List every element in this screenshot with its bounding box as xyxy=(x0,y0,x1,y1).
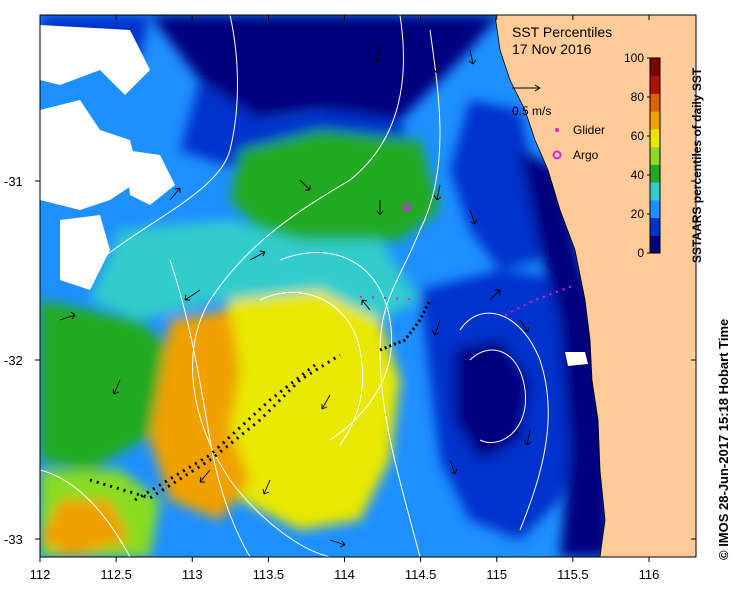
colorbar-segment xyxy=(650,75,660,94)
contours xyxy=(40,15,549,557)
colorbar-segment xyxy=(650,217,660,236)
glider-tracks xyxy=(89,284,576,502)
colorbar-segment xyxy=(650,182,660,201)
colorbar-tick-label: 40 xyxy=(631,168,645,182)
colorbar-segment xyxy=(650,58,660,77)
y-tick-label: -33 xyxy=(4,532,23,547)
land-mass xyxy=(494,15,696,557)
colorbar-segment xyxy=(650,128,660,148)
colorbar-label: SSTAARS percentiles of daily SST xyxy=(690,67,704,263)
colorbar-tick-label: 0 xyxy=(637,246,644,260)
argo-marker xyxy=(402,202,412,212)
colorbar-segment xyxy=(650,146,660,165)
colorbar-segment xyxy=(650,164,660,183)
colorbar-segment xyxy=(650,111,660,130)
colorbar-segment xyxy=(650,199,660,219)
vector-scale-label: 0.5 m/s xyxy=(512,104,551,118)
colorbar-frame xyxy=(649,57,661,254)
colorbar-segment xyxy=(650,235,660,254)
x-tick-label: 112 xyxy=(30,567,51,582)
scale-arrow-icon xyxy=(512,84,541,92)
x-tick-label: 114.5 xyxy=(405,567,437,582)
colorbar-tick-label: 80 xyxy=(631,90,645,104)
map-title: SST Percentiles xyxy=(512,24,612,40)
x-tick-label: 114 xyxy=(334,567,355,582)
y-axis: -31 -32 -33 xyxy=(4,174,696,547)
credit-text: © IMOS 28-Jun-2017 15:18 Hobart Time xyxy=(716,318,731,560)
argo-legend-icon xyxy=(552,150,562,160)
argo-legend-label: Argo xyxy=(573,148,599,162)
colorbar-segment xyxy=(650,93,660,112)
x-tick-label: 113 xyxy=(182,567,203,582)
current-vectors xyxy=(59,44,532,548)
plot-frame xyxy=(39,14,697,558)
colorbar-tick-label: 100 xyxy=(624,51,644,65)
map-date: 17 Nov 2016 xyxy=(512,41,592,57)
vector-scale: 0.5 m/s xyxy=(512,84,551,118)
colorbar-tick-label: 20 xyxy=(631,207,645,221)
x-tick-label: 115 xyxy=(486,567,507,582)
glider-legend-icon xyxy=(555,128,559,132)
sst-field xyxy=(40,15,696,557)
x-tick-label: 116 xyxy=(639,567,660,582)
x-tick-label: 115.5 xyxy=(557,567,589,582)
x-tick-label: 112.5 xyxy=(100,567,132,582)
legend: Glider Argo xyxy=(552,123,605,162)
y-tick-label: -31 xyxy=(4,174,23,189)
colorbar: 0 20 40 60 80 100 xyxy=(624,51,661,260)
y-tick-label: -32 xyxy=(4,353,23,368)
x-axis: 112 112.5 113 113.5 114 114.5 115 115.5 116 xyxy=(30,15,660,582)
no-data-areas xyxy=(40,25,588,366)
colorbar-tick-label: 60 xyxy=(631,129,645,143)
glider-legend-label: Glider xyxy=(573,123,605,137)
x-tick-label: 113.5 xyxy=(253,567,285,582)
